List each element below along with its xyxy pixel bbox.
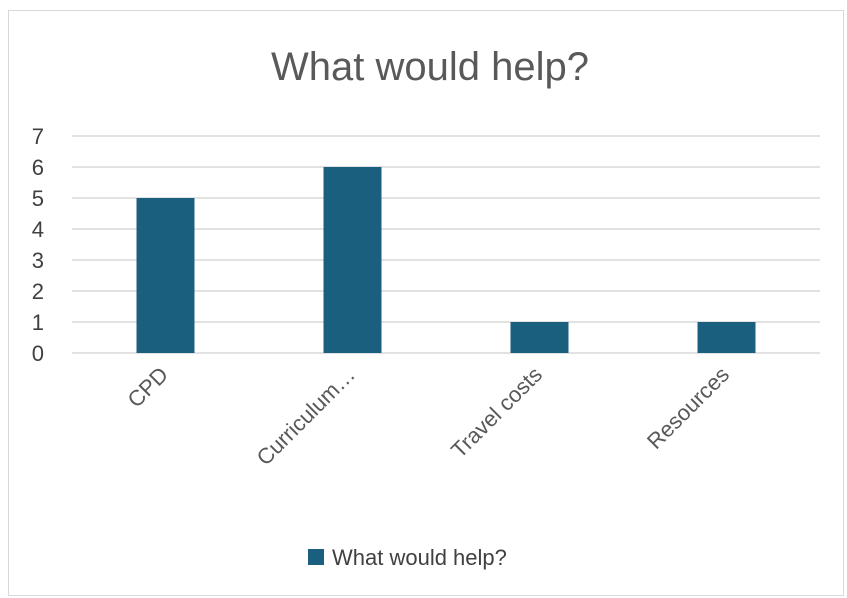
- y-tick-label: 1: [32, 310, 44, 335]
- y-axis-tick-labels: 0 1 2 3 4 5 6 7: [32, 124, 44, 366]
- y-tick-label: 3: [32, 248, 44, 273]
- x-axis-category-labels: CPD Curriculum… Travel costs Resources: [123, 362, 735, 470]
- gridlines: [72, 135, 820, 354]
- bar: [510, 322, 569, 353]
- y-tick-label: 6: [32, 155, 44, 180]
- x-category-label: Resources: [642, 362, 734, 454]
- chart-title: What would help?: [271, 45, 589, 89]
- x-category-label: Curriculum…: [252, 362, 360, 470]
- y-tick-label: 7: [32, 124, 44, 149]
- legend: What would help?: [308, 545, 507, 570]
- bar: [136, 198, 195, 353]
- bars: [136, 167, 756, 353]
- bar: [697, 322, 756, 353]
- legend-label: What would help?: [332, 545, 507, 570]
- y-tick-label: 2: [32, 279, 44, 304]
- x-category-label: CPD: [123, 362, 174, 413]
- x-category-label: Travel costs: [446, 362, 547, 463]
- y-tick-label: 4: [32, 217, 44, 242]
- legend-swatch: [308, 549, 324, 565]
- bar: [323, 167, 382, 353]
- y-tick-label: 5: [32, 186, 44, 211]
- y-tick-label: 0: [32, 341, 44, 366]
